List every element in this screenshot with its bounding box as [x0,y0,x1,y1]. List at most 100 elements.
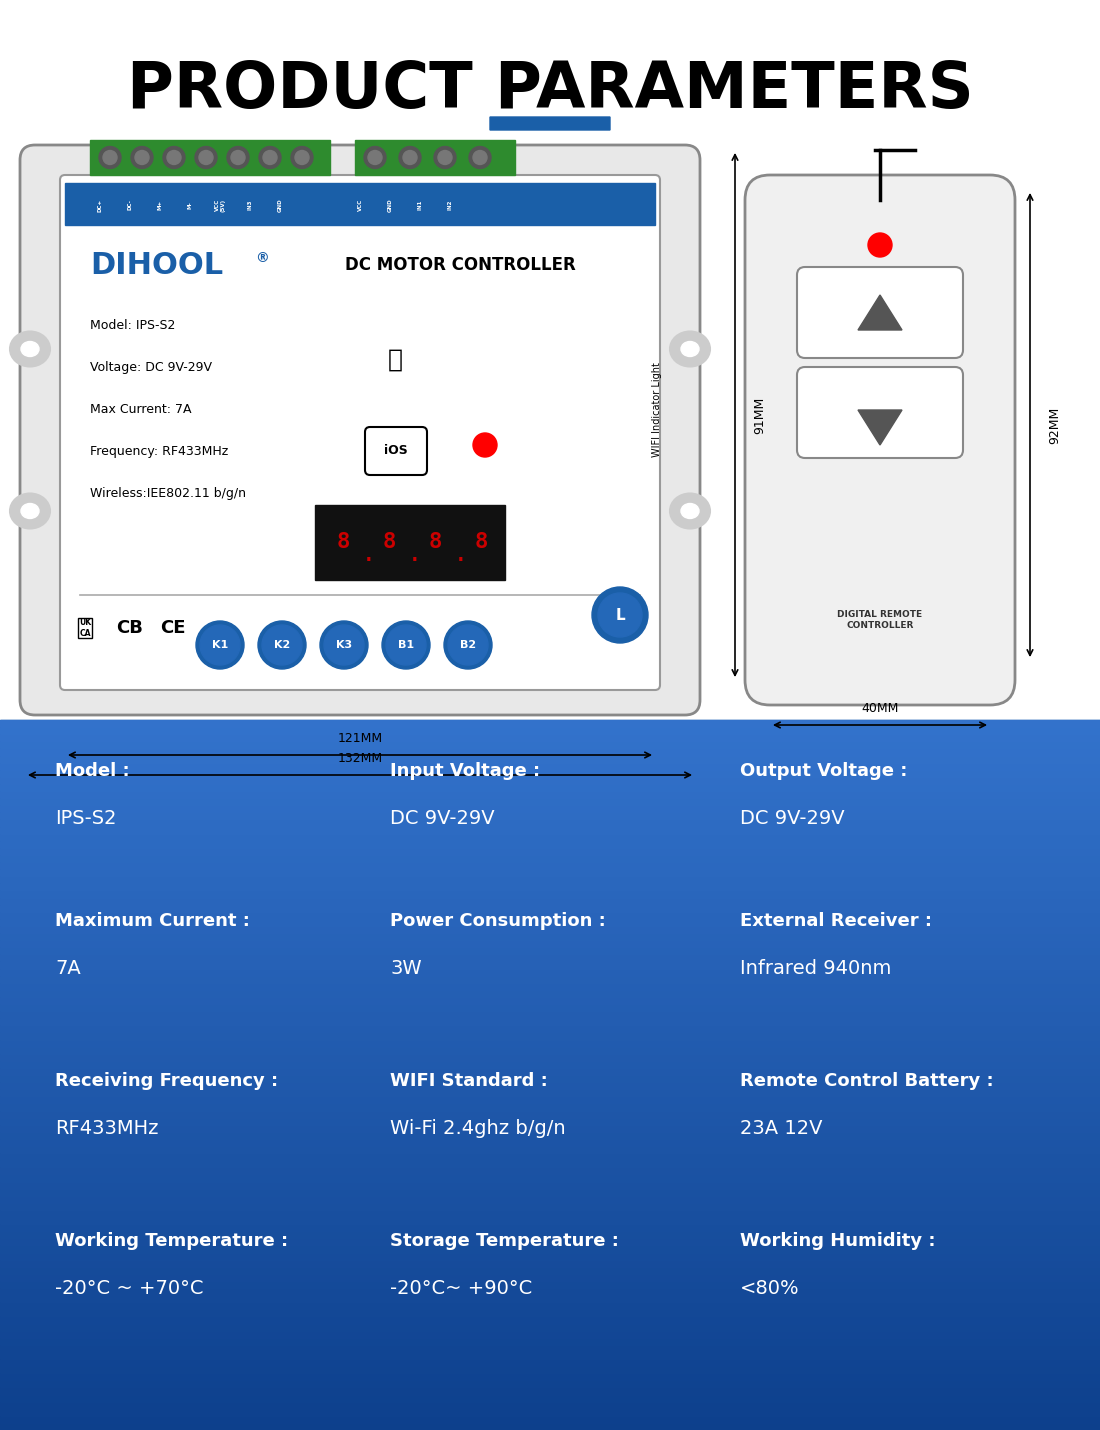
Bar [0,1167,1100,1174]
Bar [0,1203,1100,1210]
Bar [0,869,1100,877]
Bar [0,982,1100,990]
Text: .: . [363,545,375,565]
Circle shape [196,621,244,669]
Bar [315,505,505,581]
Text: DC 9V-29V: DC 9V-29V [740,809,845,828]
Bar [0,805,1100,812]
Bar [0,898,1100,905]
Text: DIHOOL: DIHOOL [90,250,223,279]
Text: L: L [615,608,625,622]
Bar [0,1217,1100,1224]
Bar [0,919,1100,925]
Ellipse shape [434,146,456,169]
Text: -20°C~ +90°C: -20°C~ +90°C [390,1278,532,1298]
Bar [0,1160,1100,1167]
Text: Frequency: RF433MHz: Frequency: RF433MHz [90,445,229,458]
Bar [0,1025,1100,1032]
Text: 8: 8 [383,532,396,552]
Ellipse shape [368,150,382,164]
Bar [0,1061,1100,1068]
Bar [0,1267,1100,1274]
Text: 8: 8 [474,532,487,552]
Text: Wi-Fi 2.4ghz b/g/n: Wi-Fi 2.4ghz b/g/n [390,1120,565,1138]
Bar [0,1296,1100,1303]
Text: 132MM: 132MM [338,752,383,765]
Ellipse shape [195,146,217,169]
Circle shape [262,625,303,665]
Bar [0,784,1100,791]
Bar [0,1337,1100,1344]
Circle shape [868,233,892,257]
Bar [0,1118,1100,1125]
Text: <80%: <80% [740,1278,800,1298]
Bar [0,1303,1100,1310]
Ellipse shape [103,150,117,164]
Bar [0,1344,1100,1351]
Ellipse shape [681,503,698,519]
Bar [0,1004,1100,1011]
Text: Wireless:IEE802.11 b/g/n: Wireless:IEE802.11 b/g/n [90,486,246,499]
Bar [0,1104,1100,1111]
Text: DC MOTOR CONTROLLER: DC MOTOR CONTROLLER [345,256,575,275]
Bar [0,990,1100,997]
FancyBboxPatch shape [365,428,427,475]
Bar [0,1416,1100,1423]
Ellipse shape [403,150,417,164]
Ellipse shape [263,150,277,164]
Ellipse shape [227,146,249,169]
FancyBboxPatch shape [745,174,1015,705]
Bar [0,1324,1100,1330]
Bar [0,855,1100,862]
Bar [0,1047,1100,1054]
Bar [0,734,1100,741]
Text: IN2: IN2 [448,200,452,210]
Bar [0,932,1100,940]
Text: 3W: 3W [390,960,421,978]
Bar [0,1090,1100,1097]
Text: 23A 12V: 23A 12V [740,1120,823,1138]
Bar [0,1181,1100,1188]
Text: RF433MHz: RF433MHz [55,1120,158,1138]
Bar [0,1011,1100,1018]
Bar [0,719,1100,726]
Text: 91MM: 91MM [754,396,766,433]
Bar [0,726,1100,734]
Ellipse shape [231,150,245,164]
Ellipse shape [292,146,313,169]
Text: Input Voltage :: Input Voltage : [390,762,540,779]
Text: IN1: IN1 [418,200,422,210]
Bar [0,1210,1100,1217]
Text: 8: 8 [428,532,442,552]
Bar [0,1380,1100,1387]
Ellipse shape [167,150,182,164]
Text: PRODUCT PARAMETERS: PRODUCT PARAMETERS [126,59,974,122]
Bar [0,1032,1100,1040]
Bar [0,741,1100,748]
Bar [355,140,515,174]
Bar [0,1387,1100,1394]
Bar [0,1188,1100,1195]
Text: ®: ® [255,252,268,265]
Bar [0,1224,1100,1231]
Text: M-: M- [187,202,192,209]
FancyBboxPatch shape [60,174,660,691]
Ellipse shape [295,150,309,164]
Bar [0,1366,1100,1373]
Ellipse shape [469,146,491,169]
Text: DC+: DC+ [98,199,102,212]
Text: External Receiver :: External Receiver : [740,912,932,930]
Circle shape [320,621,368,669]
Bar [0,997,1100,1004]
Bar [0,1423,1100,1430]
Circle shape [382,621,430,669]
Bar [0,819,1100,827]
FancyBboxPatch shape [798,267,962,358]
Circle shape [598,593,642,636]
Polygon shape [858,295,902,330]
Bar [0,1281,1100,1288]
Bar [0,769,1100,776]
Ellipse shape [399,146,421,169]
Ellipse shape [10,493,49,529]
Bar [0,791,1100,798]
